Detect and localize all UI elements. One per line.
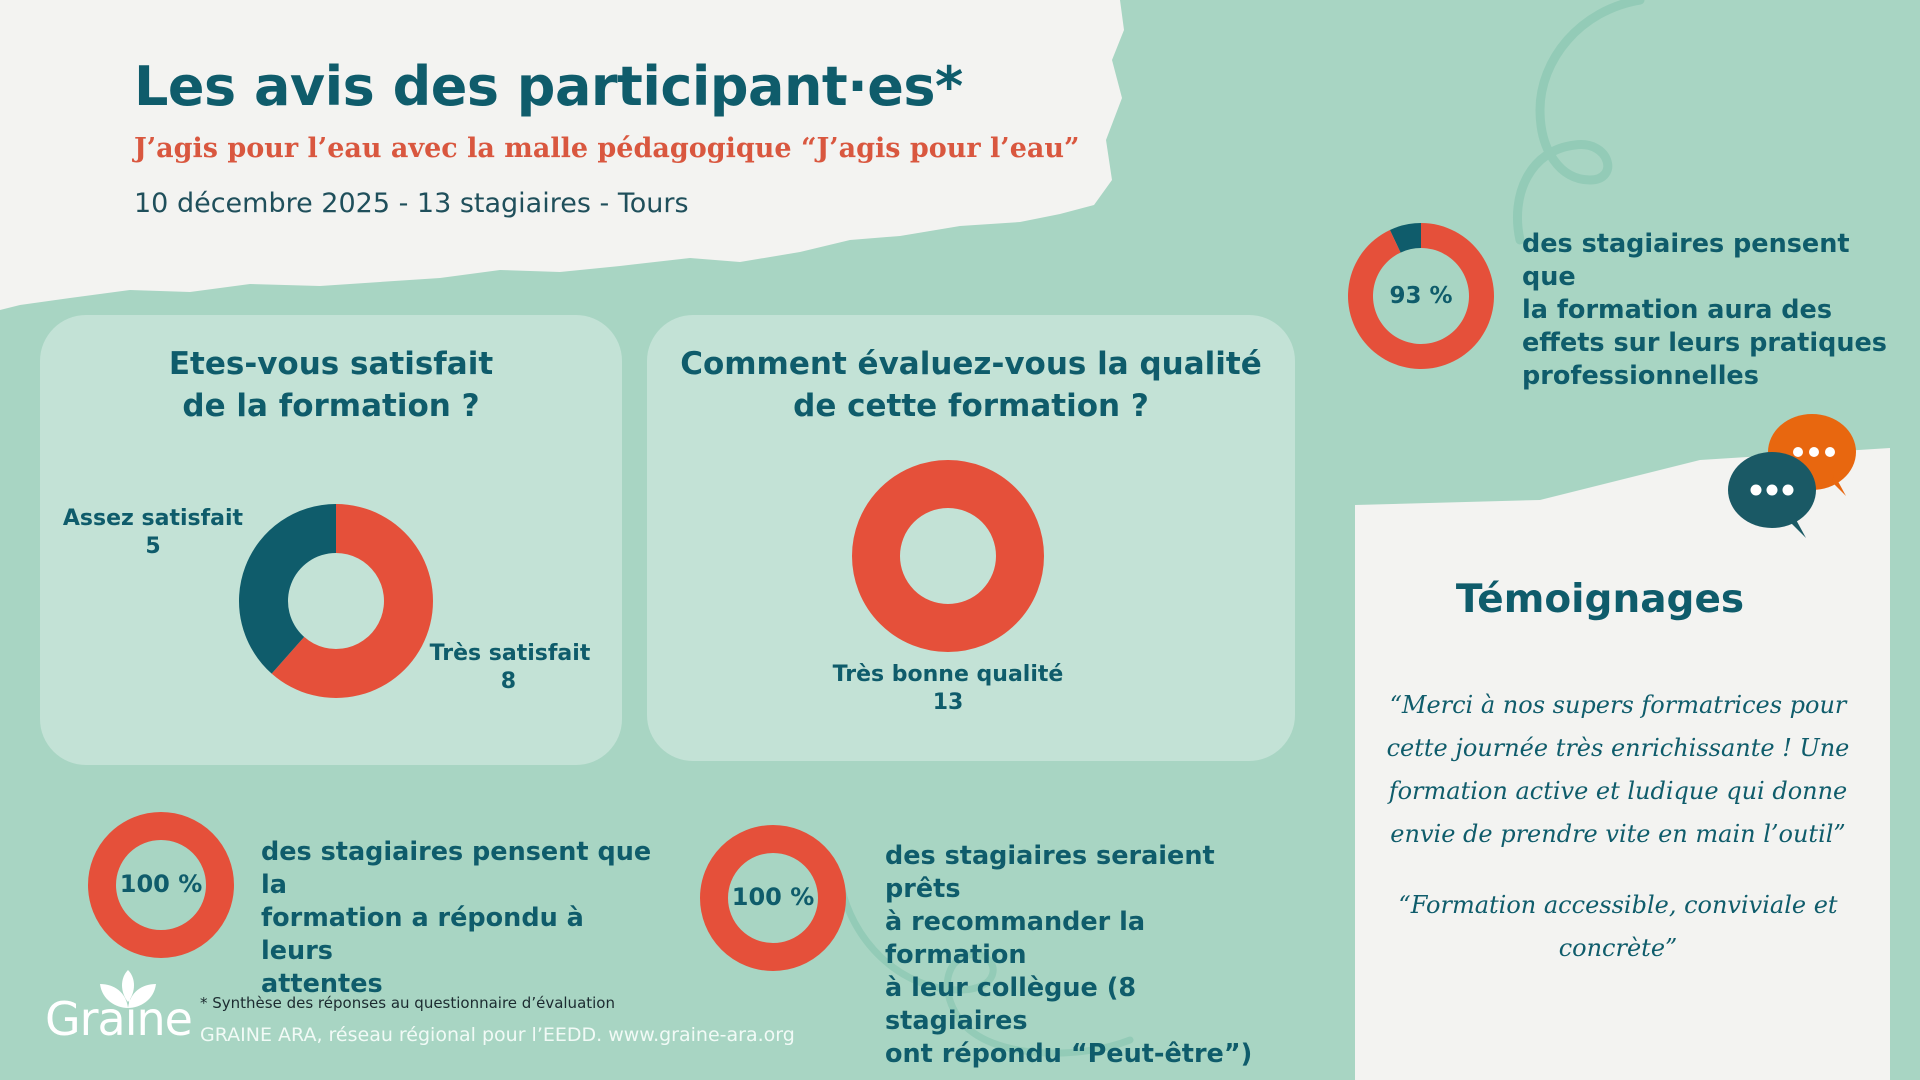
ring-93-remainder <box>1389 223 1421 253</box>
text-line: la formation aura des <box>1522 295 1833 325</box>
quality-title-line-1: Comment évaluez-vous la qualité <box>680 346 1262 382</box>
testimonial-paper <box>1355 448 1890 1080</box>
quality-donut-chart <box>852 460 1044 652</box>
category-label: Très bonne qualité <box>832 662 1064 687</box>
text-line: formation a répondu à leurs <box>261 903 584 966</box>
category-value: 13 <box>932 690 964 715</box>
text-line: des stagiaires pensent que la <box>261 837 652 900</box>
page-title: Les avis des participant·es* <box>134 55 963 118</box>
satisfaction-donut-chart <box>239 504 433 698</box>
page-subtitle: J’agis pour l’eau avec la malle pédagogi… <box>134 133 1080 164</box>
satisfaction-chart-title: Etes-vous satisfait de la formation ? <box>40 343 622 427</box>
slice-tres-satisfait <box>271 504 433 698</box>
credit-line: GRAINE ARA, réseau régional pour l’EEDD.… <box>200 1024 795 1046</box>
text-line: à recommander la formation <box>885 907 1146 970</box>
quality-title-line-2: de cette formation ? <box>793 388 1149 424</box>
quote-line: cette journée très enrichissante ! Une <box>1386 734 1850 762</box>
category-value: 8 <box>500 669 516 694</box>
stat-100-expectations-text: des stagiaires pensent que la formation … <box>261 836 661 1001</box>
stat-93-value: 93 % <box>1389 283 1453 309</box>
stat-ring-100-expectations <box>88 812 234 958</box>
legend-tres-satisfait: Très satisfait 8 <box>420 640 600 696</box>
quote-line: “Formation accessible, conviviale et <box>1398 891 1838 919</box>
testimonial-quote-2: “Formation accessible, conviviale et con… <box>1368 884 1868 970</box>
text-line: effets sur leurs pratiques <box>1522 328 1887 358</box>
torn-paper-header <box>0 0 1124 310</box>
ring-100-expectations-fill <box>88 812 234 958</box>
quote-line: “Merci à nos supers formatrices pour <box>1389 691 1847 719</box>
leaf-sprout-icon <box>100 970 156 1008</box>
satisfaction-title-line-2: de la formation ? <box>182 388 480 424</box>
category-label: Très satisfait <box>429 641 591 666</box>
testimonial-quote-1: “Merci à nos supers formatrices pour cet… <box>1368 684 1868 856</box>
graine-logo: Graine <box>45 992 193 1046</box>
session-info: 10 décembre 2025 - 13 stagiaires - Tours <box>134 188 689 219</box>
stat-100-recommend-value: 100 % <box>731 883 815 911</box>
text-line: des stagiaires seraient prêts <box>885 841 1215 904</box>
quality-card <box>647 315 1295 761</box>
slice-assez-satisfait <box>239 504 336 674</box>
category-label: Assez satisfait <box>62 506 244 531</box>
footnote: * Synthèse des réponses au questionnaire… <box>200 994 615 1012</box>
quote-line: formation active et ludique qui donne <box>1388 777 1848 805</box>
swirl-line-top <box>1512 0 1645 245</box>
testimonials-title: Témoignages <box>1455 577 1745 622</box>
stat-100-expectations-value: 100 % <box>119 870 203 898</box>
category-value: 5 <box>145 534 161 559</box>
swirl-line-bottom <box>836 876 1134 1057</box>
stat-ring-100-recommend <box>700 825 846 971</box>
satisfaction-title-line-1: Etes-vous satisfait <box>168 346 494 382</box>
slice-tres-bonne-qualite <box>852 460 1044 652</box>
text-line: attentes <box>261 969 383 999</box>
ring-93-fill <box>1348 223 1494 369</box>
ring-100-recommend-fill <box>700 825 846 971</box>
quality-chart-title: Comment évaluez-vous la qualité de cette… <box>647 343 1295 427</box>
stat-ring-93 <box>1348 223 1494 369</box>
text-line: ont répondu “Peut-être”) <box>885 1039 1253 1069</box>
quote-line: envie de prendre vite en main l’outil” <box>1390 820 1846 848</box>
speech-bubbles-icon <box>1728 414 1856 538</box>
stat-93-text: des stagiaires pensent que la formation … <box>1522 228 1902 393</box>
text-line: des stagiaires pensent que <box>1522 229 1850 292</box>
text-line: à leur collègue (8 stagiaires <box>885 973 1137 1036</box>
legend-tres-bonne-qualite: Très bonne qualité 13 <box>800 661 1096 717</box>
text-line: professionnelles <box>1522 361 1759 391</box>
quote-line: concrète” <box>1558 934 1678 962</box>
legend-assez-satisfait: Assez satisfait 5 <box>62 505 244 561</box>
stat-100-recommend-text: des stagiaires seraient prêts à recomman… <box>885 840 1285 1071</box>
